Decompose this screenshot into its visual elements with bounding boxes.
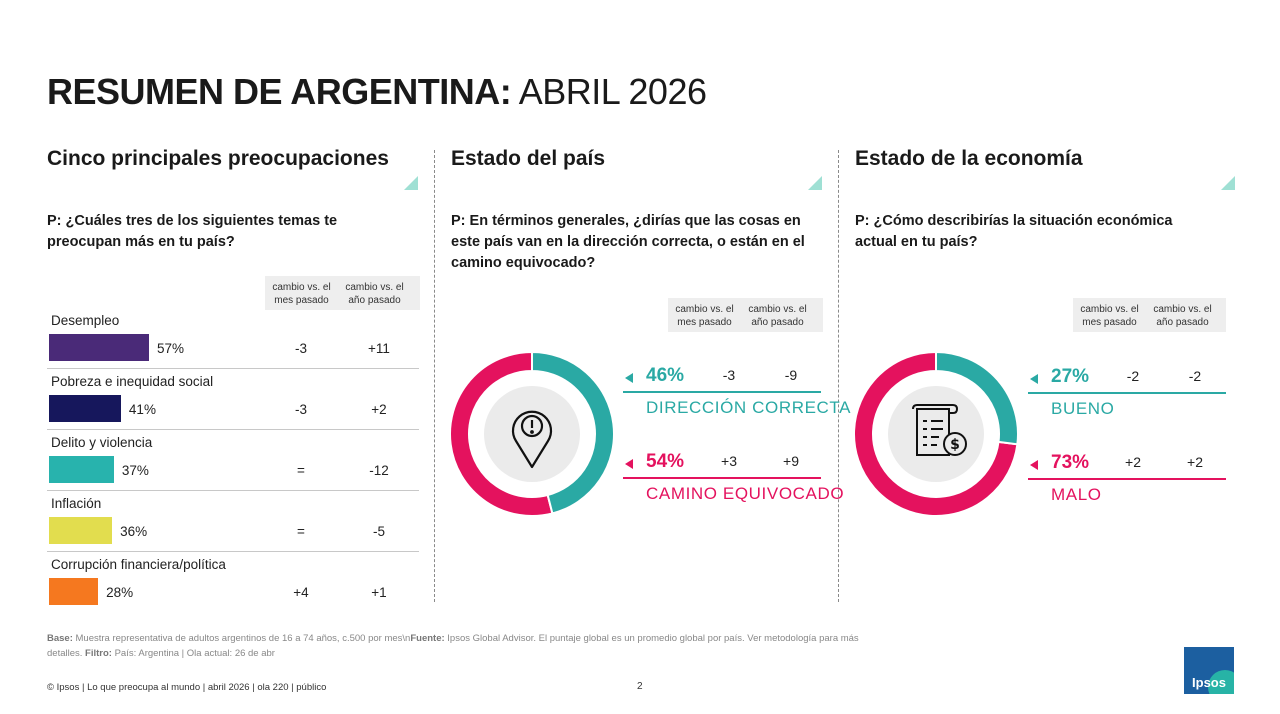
page-number: 2 — [637, 681, 643, 692]
country-change-header: cambio vs. el mes pasado cambio vs. el a… — [668, 298, 823, 332]
result-value: 73% — [1051, 452, 1089, 474]
change-year: +9 — [771, 453, 811, 469]
ipsos-logo: Ipsos — [1184, 647, 1234, 694]
corner-triangle-icon — [808, 176, 822, 190]
pointer-triangle-icon — [625, 459, 633, 469]
concerns-change-header: cambio vs. el mes pasado cambio vs. el a… — [265, 276, 420, 310]
row-separator — [47, 490, 419, 491]
pointer-triangle-icon — [1030, 374, 1038, 384]
result-underline — [623, 477, 821, 479]
row-separator — [47, 368, 419, 369]
change-month: -3 — [271, 402, 331, 417]
col-month-label: cambio vs. el mes pasado — [265, 276, 338, 310]
result-label: BUENO — [1051, 399, 1114, 419]
change-month: +2 — [1113, 454, 1153, 470]
change-month: = — [271, 524, 331, 539]
bar-value-label: 36% — [120, 524, 147, 539]
change-month: = — [271, 463, 331, 478]
change-year: +2 — [1175, 454, 1215, 470]
col-year-label: cambio vs. el año pasado — [338, 276, 411, 310]
concerns-section-title: Cinco principales preocupaciones — [47, 147, 389, 171]
change-month: +3 — [709, 453, 749, 469]
result-value: 46% — [646, 365, 684, 387]
col-year-label: cambio vs. el año pasado — [1146, 298, 1219, 332]
economy-change-header: cambio vs. el mes pasado cambio vs. el a… — [1073, 298, 1226, 332]
result-label: MALO — [1051, 485, 1102, 505]
bar-category-label: Delito y violencia — [51, 435, 152, 450]
col-month-label: cambio vs. el mes pasado — [668, 298, 741, 332]
result-underline — [1028, 478, 1226, 480]
row-separator — [47, 429, 419, 430]
economy-section-title: Estado de la economía — [855, 147, 1083, 171]
col-month-label: cambio vs. el mes pasado — [1073, 298, 1146, 332]
change-month: -3 — [709, 367, 749, 383]
bar — [49, 517, 112, 544]
bar-category-label: Desempleo — [51, 313, 119, 328]
change-month: -3 — [271, 341, 331, 356]
corner-triangle-icon — [1221, 176, 1235, 190]
country-question: P: En términos generales, ¿dirías que la… — [451, 211, 826, 274]
svg-text:$: $ — [950, 437, 960, 453]
pointer-triangle-icon — [1030, 460, 1038, 470]
concerns-question: P: ¿Cuáles tres de los siguientes temas … — [47, 211, 387, 253]
result-label: DIRECCIÓN CORRECTA — [646, 398, 851, 418]
change-year: -12 — [349, 463, 409, 478]
change-year: -2 — [1175, 368, 1215, 384]
col-year-label: cambio vs. el año pasado — [741, 298, 814, 332]
result-value: 54% — [646, 451, 684, 473]
bar-category-label: Pobreza e inequidad social — [51, 374, 213, 389]
bar-category-label: Inflación — [51, 496, 101, 511]
result-value: 27% — [1051, 366, 1089, 388]
result-label: CAMINO EQUIVOCADO — [646, 484, 844, 504]
section-divider — [838, 150, 839, 602]
country-section-title: Estado del país — [451, 147, 605, 171]
bar-category-label: Corrupción financiera/política — [51, 557, 226, 572]
change-year: +1 — [349, 585, 409, 600]
footer-text: © Ipsos | Lo que preocupa al mundo | abr… — [47, 682, 326, 693]
bar-value-label: 37% — [122, 463, 149, 478]
result-underline — [1028, 392, 1226, 394]
change-month: +4 — [271, 585, 331, 600]
economy-question: P: ¿Cómo describirías la situación econó… — [855, 211, 1195, 253]
page-title: RESUMEN DE ARGENTINA: ABRIL 2026 — [47, 72, 707, 112]
economy-donut-chart: $ — [853, 351, 1019, 517]
section-divider — [434, 150, 435, 602]
corner-triangle-icon — [404, 176, 418, 190]
bar — [49, 334, 149, 361]
change-month: -2 — [1113, 368, 1153, 384]
result-underline — [623, 391, 821, 393]
bar-value-label: 41% — [129, 402, 156, 417]
change-year: -5 — [349, 524, 409, 539]
bar — [49, 395, 121, 422]
bar-value-label: 28% — [106, 585, 133, 600]
bar — [49, 456, 114, 483]
footnote: Base: Muestra representativa de adultos … — [47, 631, 887, 661]
change-year: -9 — [771, 367, 811, 383]
country-donut-chart — [449, 351, 615, 517]
bar-value-label: 57% — [157, 341, 184, 356]
change-year: +2 — [349, 402, 409, 417]
bar — [49, 578, 98, 605]
pointer-triangle-icon — [625, 373, 633, 383]
change-year: +11 — [349, 341, 409, 356]
row-separator — [47, 551, 419, 552]
